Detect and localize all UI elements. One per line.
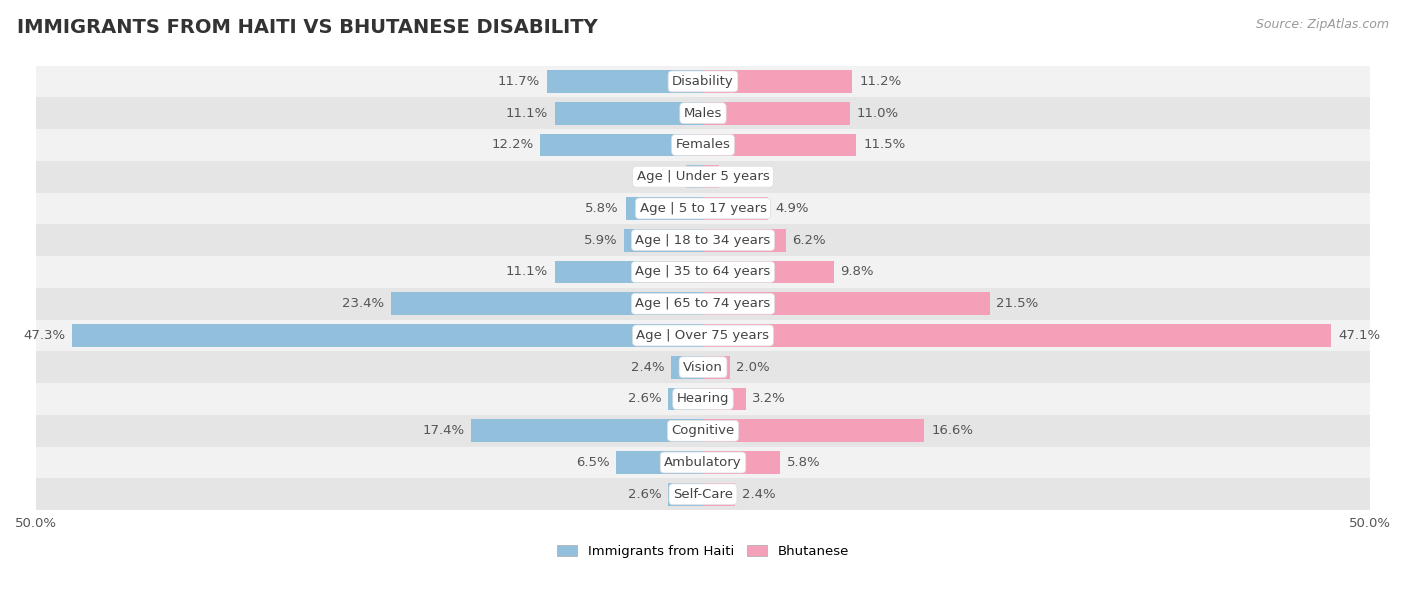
Bar bbox=[703, 229, 786, 252]
Bar bbox=[37, 256, 1369, 288]
Bar bbox=[616, 451, 703, 474]
Text: 16.6%: 16.6% bbox=[931, 424, 973, 437]
Bar bbox=[703, 133, 856, 157]
Text: 23.4%: 23.4% bbox=[342, 297, 384, 310]
Text: 9.8%: 9.8% bbox=[841, 266, 875, 278]
Bar bbox=[37, 129, 1369, 161]
Text: IMMIGRANTS FROM HAITI VS BHUTANESE DISABILITY: IMMIGRANTS FROM HAITI VS BHUTANESE DISAB… bbox=[17, 18, 598, 37]
Text: Vision: Vision bbox=[683, 360, 723, 374]
Text: 11.1%: 11.1% bbox=[506, 266, 548, 278]
Text: 5.8%: 5.8% bbox=[787, 456, 821, 469]
Text: Self-Care: Self-Care bbox=[673, 488, 733, 501]
Text: Source: ZipAtlas.com: Source: ZipAtlas.com bbox=[1256, 18, 1389, 31]
Bar bbox=[703, 387, 745, 411]
Bar bbox=[703, 261, 834, 283]
Bar bbox=[471, 419, 703, 442]
Text: 17.4%: 17.4% bbox=[422, 424, 464, 437]
Text: 11.7%: 11.7% bbox=[498, 75, 540, 88]
Text: 2.4%: 2.4% bbox=[742, 488, 775, 501]
Bar bbox=[37, 319, 1369, 351]
Text: 11.5%: 11.5% bbox=[863, 138, 905, 151]
Bar bbox=[37, 193, 1369, 225]
Bar bbox=[37, 225, 1369, 256]
Text: 2.0%: 2.0% bbox=[737, 360, 770, 374]
Bar bbox=[703, 419, 924, 442]
Text: Males: Males bbox=[683, 106, 723, 120]
Bar bbox=[703, 197, 768, 220]
Bar bbox=[37, 415, 1369, 447]
Text: 11.2%: 11.2% bbox=[859, 75, 901, 88]
Bar bbox=[703, 293, 990, 315]
Bar bbox=[703, 483, 735, 506]
Bar bbox=[37, 161, 1369, 193]
Text: Disability: Disability bbox=[672, 75, 734, 88]
Text: 6.2%: 6.2% bbox=[793, 234, 825, 247]
Legend: Immigrants from Haiti, Bhutanese: Immigrants from Haiti, Bhutanese bbox=[553, 539, 853, 564]
Text: 2.4%: 2.4% bbox=[631, 360, 664, 374]
Text: 4.9%: 4.9% bbox=[775, 202, 808, 215]
Bar bbox=[671, 356, 703, 379]
Bar bbox=[540, 133, 703, 157]
Text: Age | 35 to 64 years: Age | 35 to 64 years bbox=[636, 266, 770, 278]
Bar bbox=[668, 387, 703, 411]
Bar bbox=[703, 70, 852, 93]
Bar bbox=[547, 70, 703, 93]
Bar bbox=[37, 479, 1369, 510]
Text: 47.1%: 47.1% bbox=[1339, 329, 1381, 342]
Bar bbox=[391, 293, 703, 315]
Bar bbox=[703, 102, 849, 125]
Text: 2.6%: 2.6% bbox=[628, 488, 662, 501]
Text: 2.6%: 2.6% bbox=[628, 392, 662, 406]
Text: 1.3%: 1.3% bbox=[645, 170, 679, 183]
Text: Age | 5 to 17 years: Age | 5 to 17 years bbox=[640, 202, 766, 215]
Text: Cognitive: Cognitive bbox=[672, 424, 734, 437]
Bar bbox=[668, 483, 703, 506]
Bar bbox=[703, 451, 780, 474]
Text: Hearing: Hearing bbox=[676, 392, 730, 406]
Bar bbox=[37, 65, 1369, 97]
Text: Age | 18 to 34 years: Age | 18 to 34 years bbox=[636, 234, 770, 247]
Text: 11.1%: 11.1% bbox=[506, 106, 548, 120]
Bar bbox=[37, 288, 1369, 319]
Bar bbox=[624, 229, 703, 252]
Bar bbox=[37, 97, 1369, 129]
Text: Females: Females bbox=[675, 138, 731, 151]
Bar bbox=[703, 324, 1331, 347]
Bar bbox=[37, 447, 1369, 479]
Bar bbox=[37, 383, 1369, 415]
Text: Ambulatory: Ambulatory bbox=[664, 456, 742, 469]
Bar bbox=[555, 261, 703, 283]
Text: Age | 65 to 74 years: Age | 65 to 74 years bbox=[636, 297, 770, 310]
Text: Age | Over 75 years: Age | Over 75 years bbox=[637, 329, 769, 342]
Text: 1.2%: 1.2% bbox=[725, 170, 759, 183]
Text: 12.2%: 12.2% bbox=[491, 138, 534, 151]
Text: Age | Under 5 years: Age | Under 5 years bbox=[637, 170, 769, 183]
Text: 6.5%: 6.5% bbox=[576, 456, 610, 469]
Bar bbox=[626, 197, 703, 220]
Text: 11.0%: 11.0% bbox=[856, 106, 898, 120]
Bar bbox=[703, 165, 718, 188]
Bar bbox=[703, 356, 730, 379]
Text: 5.9%: 5.9% bbox=[583, 234, 617, 247]
Text: 21.5%: 21.5% bbox=[997, 297, 1039, 310]
Text: 5.8%: 5.8% bbox=[585, 202, 619, 215]
Text: 3.2%: 3.2% bbox=[752, 392, 786, 406]
Text: 47.3%: 47.3% bbox=[24, 329, 65, 342]
Bar bbox=[37, 351, 1369, 383]
Bar bbox=[555, 102, 703, 125]
Bar bbox=[686, 165, 703, 188]
Bar bbox=[72, 324, 703, 347]
